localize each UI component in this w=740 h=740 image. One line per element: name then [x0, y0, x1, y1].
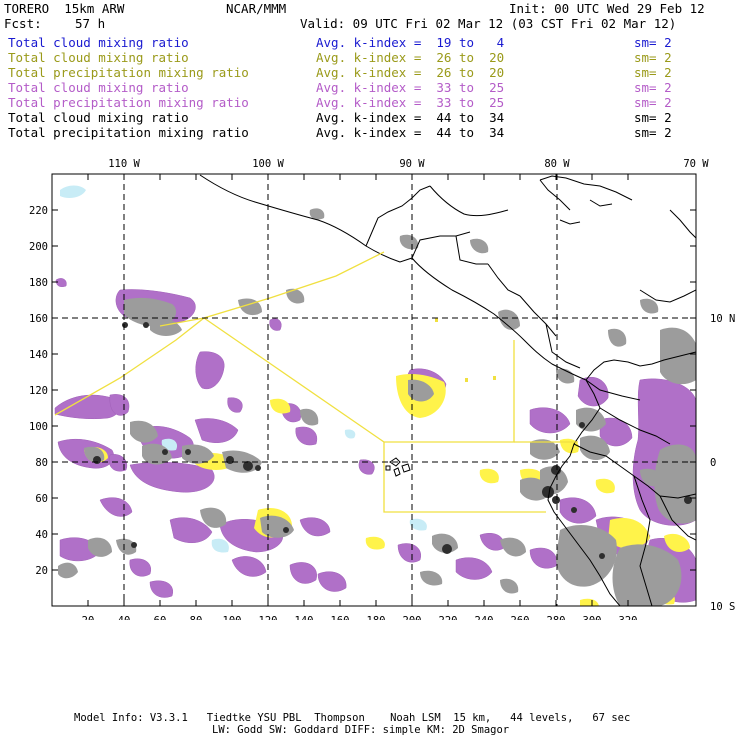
y-tick-label: 80: [35, 457, 48, 469]
forecast-label: Fcst:: [4, 16, 42, 31]
longitude-label: 70 W: [683, 158, 709, 170]
legend-k-index: Avg. k-index = 33 to 25: [316, 95, 505, 110]
region-markers: [435, 318, 496, 382]
x-tick-label: 240: [475, 615, 494, 620]
legend-smoothing: sm= 2: [634, 125, 672, 140]
x-tick-label: 40: [118, 615, 131, 620]
latitude-label: 0: [710, 457, 716, 469]
legend-k-index: Avg. k-index = 44 to 34: [316, 125, 505, 140]
legend-smoothing: sm= 2: [634, 50, 672, 65]
x-tick-label: 120: [259, 615, 278, 620]
map-panel: 2040608010012014016018020022024026028030…: [29, 158, 735, 620]
longitude-label: 90 W: [399, 158, 425, 170]
y-tick-label: 20: [35, 565, 48, 577]
x-tick-label: 280: [547, 615, 566, 620]
run-title: TORERO 15km ARW: [4, 1, 125, 16]
x-tick-label: 260: [511, 615, 530, 620]
x-tick-label: 60: [154, 615, 167, 620]
legend-field-name: Total precipitation mixing ratio: [8, 95, 249, 110]
x-tick-label: 320: [619, 615, 638, 620]
y-tick-label: 100: [29, 421, 48, 433]
x-tick-label: 140: [295, 615, 314, 620]
coastlines: [199, 174, 696, 606]
x-tick-label: 160: [331, 615, 350, 620]
y-tick-label: 120: [29, 385, 48, 397]
x-tick-label: 300: [583, 615, 602, 620]
x-tick-label: 180: [367, 615, 386, 620]
legend-field-name: Total cloud mixing ratio: [8, 35, 189, 50]
axis-ticks: [52, 174, 696, 606]
legend-smoothing: sm= 2: [634, 35, 672, 50]
y-tick-label: 220: [29, 205, 48, 217]
legend-k-index: Avg. k-index = 26 to 20: [316, 65, 505, 80]
x-tick-label: 20: [82, 615, 95, 620]
legend-smoothing: sm= 2: [634, 65, 672, 80]
y-tick-label: 180: [29, 277, 48, 289]
axis-labels: 2040608010012014016018020022024026028030…: [29, 158, 735, 620]
latitude-label: 10 N: [710, 313, 735, 325]
y-tick-label: 60: [35, 493, 48, 505]
x-tick-label: 100: [223, 615, 242, 620]
longitude-label: 80 W: [544, 158, 570, 170]
legend-smoothing: sm= 2: [634, 110, 672, 125]
galapagos-islands: [385, 457, 411, 477]
y-tick-label: 140: [29, 349, 48, 361]
y-tick-label: 40: [35, 529, 48, 541]
x-tick-label: 220: [439, 615, 458, 620]
latitude-label: 10 S: [710, 601, 735, 613]
legend-k-index: Avg. k-index = 33 to 25: [316, 80, 505, 95]
cyan-cloud-fields: [60, 185, 427, 553]
y-tick-label: 200: [29, 241, 48, 253]
legend-field-name: Total precipitation mixing ratio: [8, 125, 249, 140]
legend-field-name: Total precipitation mixing ratio: [8, 65, 249, 80]
forecast-hour: 57 h: [75, 16, 106, 31]
valid-time: Valid: 09 UTC Fri 02 Mar 12 (03 CST Fri …: [300, 16, 677, 31]
longitude-label: 100 W: [252, 158, 284, 170]
model-info: Model Info: V3.3.1 Tiedtke YSU PBL Thomp…: [74, 712, 631, 724]
longitude-label: 110 W: [108, 158, 140, 170]
legend-k-index: Avg. k-index = 19 to 4: [316, 35, 505, 50]
legend-field-name: Total cloud mixing ratio: [8, 50, 189, 65]
organization-label: NCAR/MMM: [226, 1, 287, 16]
physics-info: LW: Godd SW: Goddard DIFF: simple KM: 2D…: [212, 724, 510, 736]
legend-smoothing: sm= 2: [634, 95, 672, 110]
init-time: Init: 00 UTC Wed 29 Feb 12: [509, 1, 705, 16]
legend-field-name: Total cloud mixing ratio: [8, 80, 189, 95]
legend-field-name: Total cloud mixing ratio: [8, 110, 189, 125]
x-tick-label: 80: [190, 615, 203, 620]
lat-lon-grid: [52, 174, 696, 606]
legend-smoothing: sm= 2: [634, 80, 672, 95]
x-tick-label: 200: [403, 615, 422, 620]
y-tick-label: 160: [29, 313, 48, 325]
legend-k-index: Avg. k-index = 26 to 20: [316, 50, 505, 65]
legend-k-index: Avg. k-index = 44 to 34: [316, 110, 505, 125]
